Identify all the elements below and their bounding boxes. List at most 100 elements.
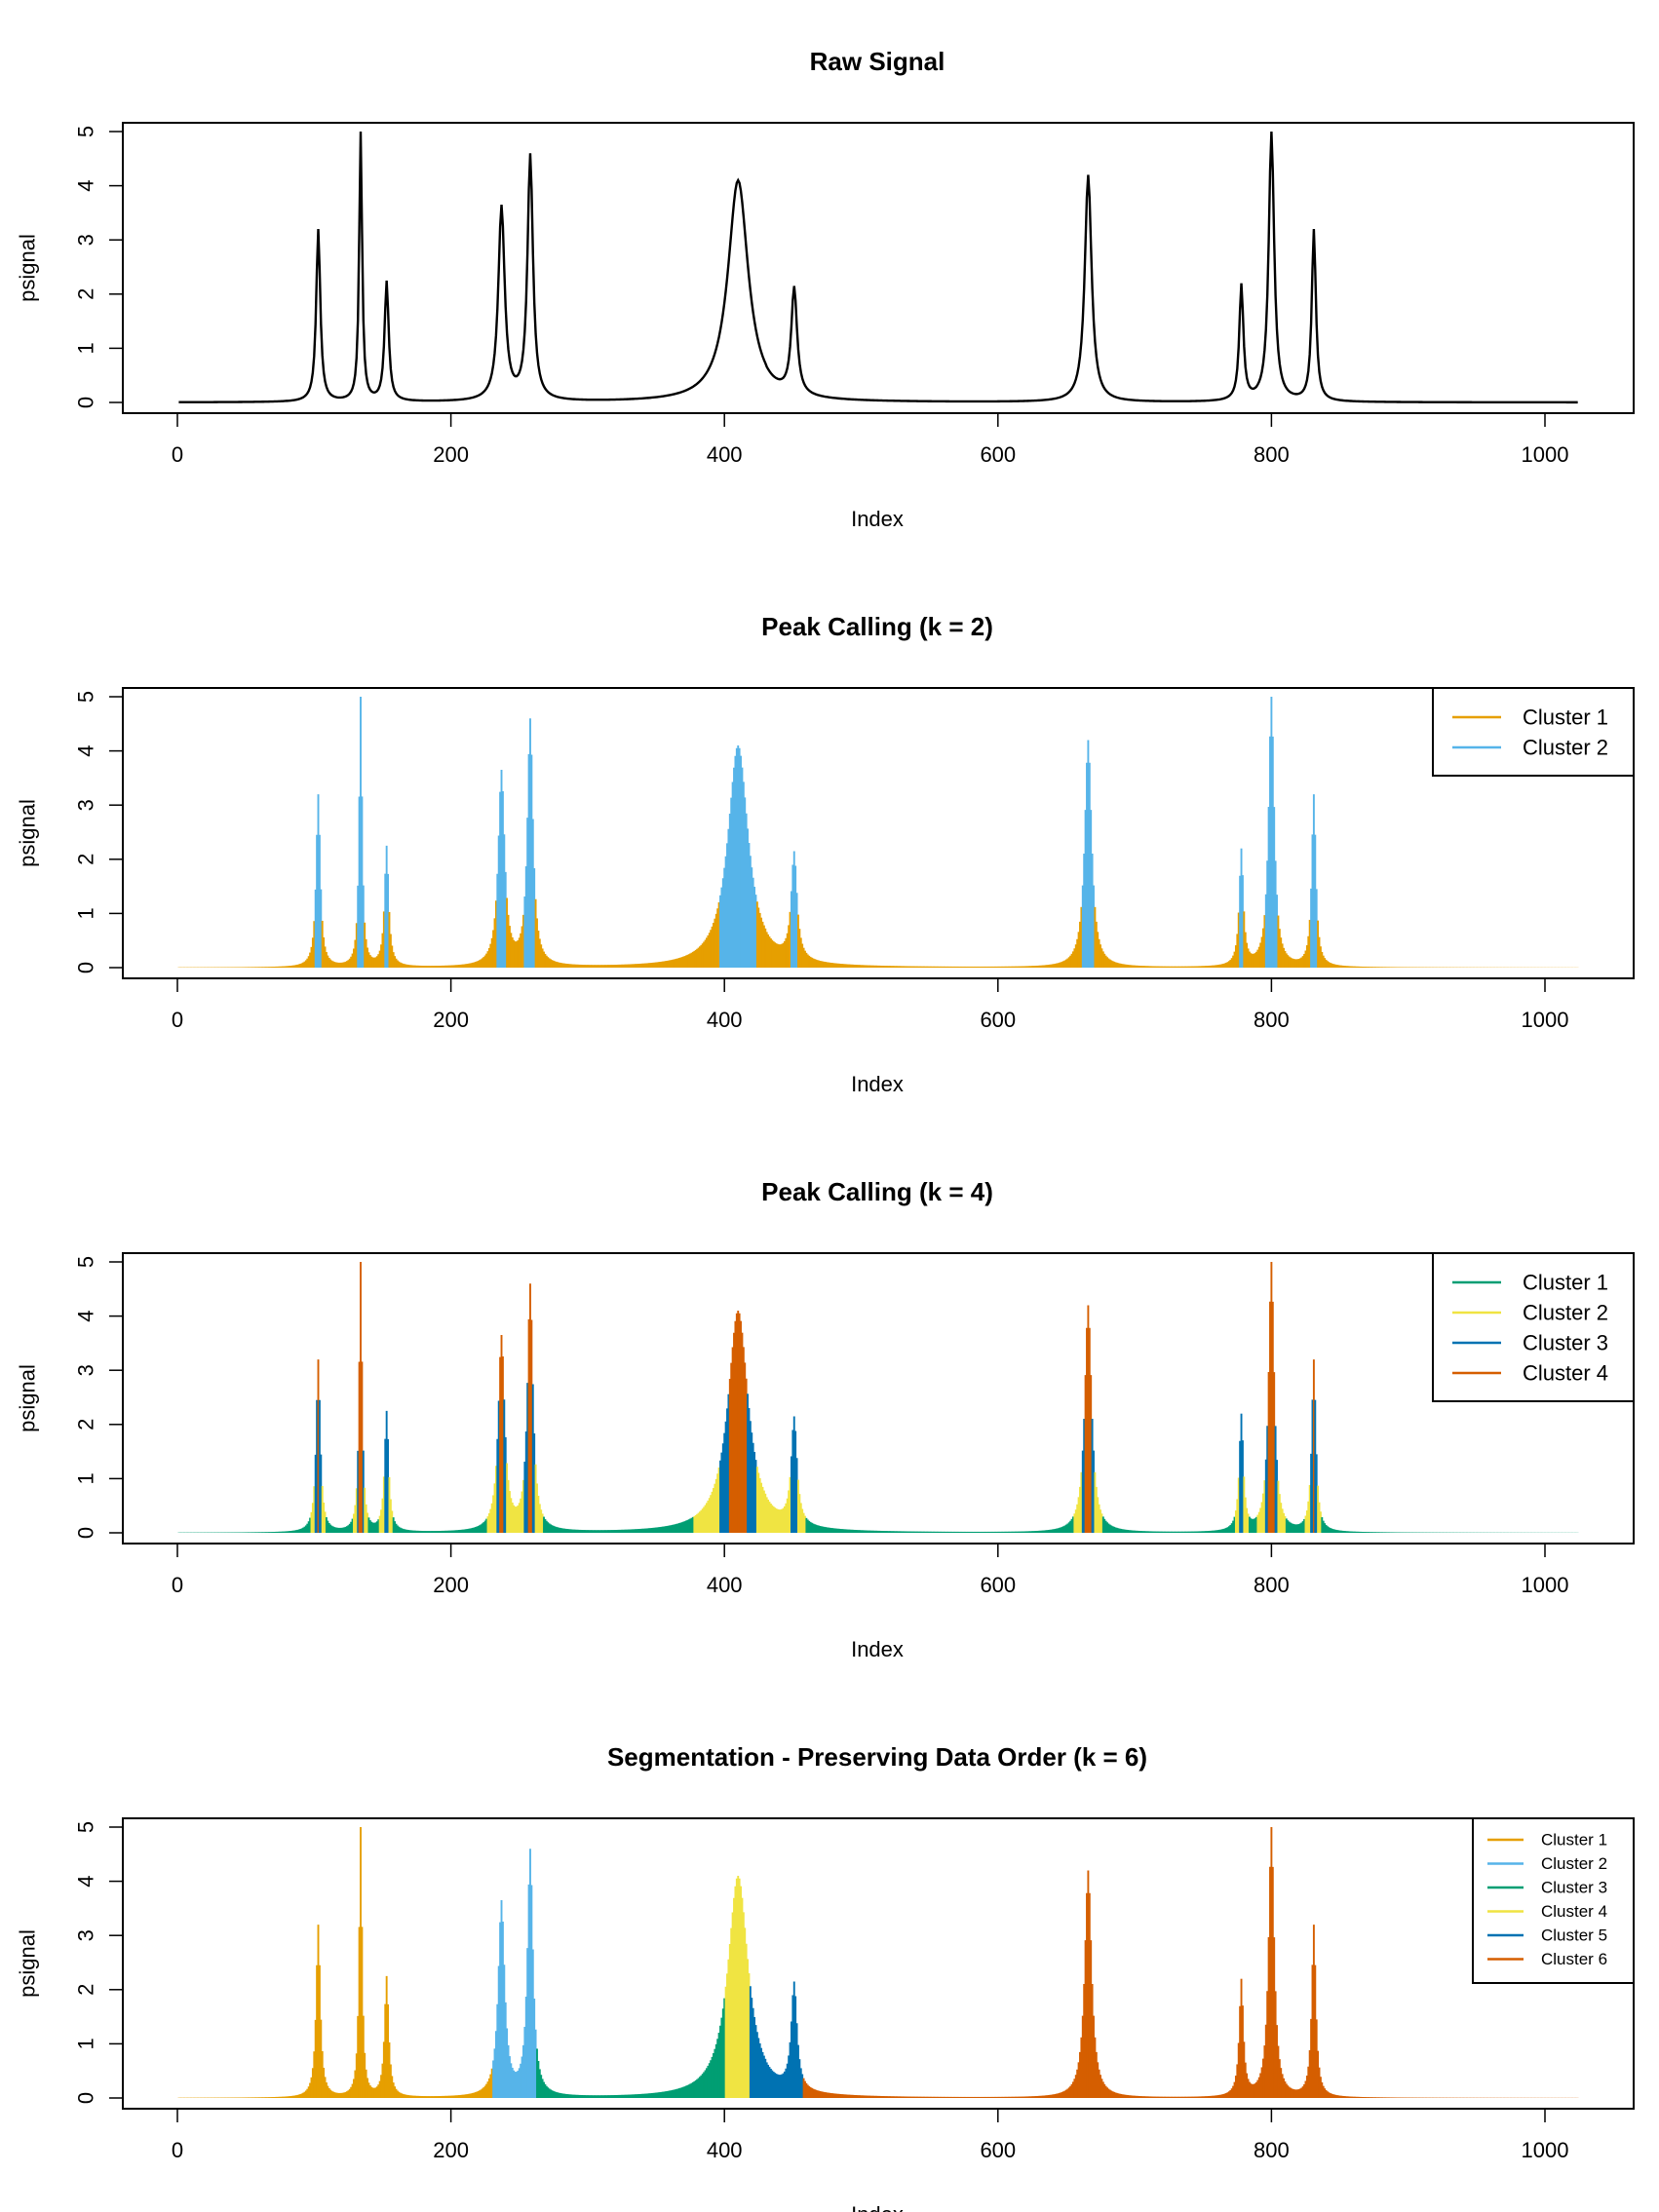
y-tick-label: 0 [74, 2092, 98, 2104]
legend-box [1432, 687, 1635, 777]
legend-item: Cluster 1 [1452, 1271, 1608, 1295]
signal-line [178, 131, 1578, 404]
plot-frame [122, 122, 1635, 414]
legend: Cluster 1 Cluster 2 [1432, 687, 1635, 777]
plot-frame [122, 1817, 1635, 2110]
x-tick-label: 400 [707, 442, 743, 467]
legend-item: Cluster 3 [1487, 1879, 1607, 1897]
legend-label: Cluster 2 [1541, 1854, 1607, 1873]
legend-label: Cluster 6 [1541, 1950, 1607, 1968]
x-tick-label: 1000 [1522, 442, 1569, 467]
y-tick-label: 1 [74, 907, 98, 919]
legend-box [1432, 1252, 1635, 1402]
x-tick-label: 0 [172, 1008, 183, 1032]
y-axis-label: psignal [16, 1929, 40, 1998]
plot-frame [122, 1252, 1635, 1545]
panel-3: Peak Calling (k = 4) 0 200 400 600 800 1000 Ind… [16, 1177, 1635, 1661]
chart-title: Segmentation - Preserving Data Order (k … [607, 1742, 1147, 1772]
x-tick-label: 0 [172, 2138, 183, 2162]
y-axis-label: psignal [16, 234, 40, 302]
x-tick-label: 0 [172, 442, 183, 467]
y-tick-label: 4 [74, 1875, 98, 1887]
legend-item: Cluster 2 [1452, 1301, 1608, 1325]
legend-label: Cluster 4 [1523, 1361, 1608, 1386]
legend-label: Cluster 1 [1523, 1271, 1608, 1295]
y-axis-label: psignal [16, 1364, 40, 1432]
legend-box [1472, 1817, 1635, 1984]
y-tick-label: 2 [74, 1419, 98, 1430]
y-tick-label: 1 [74, 1472, 98, 1484]
x-axis-label: Index [851, 1637, 904, 1661]
x-tick-label: 600 [980, 1008, 1016, 1032]
x-tick-label: 800 [1254, 1008, 1290, 1032]
x-tick-label: 1000 [1522, 2138, 1569, 2162]
y-tick-label: 5 [74, 1821, 98, 1833]
y-tick-label: 0 [74, 1527, 98, 1539]
y-tick-label: 1 [74, 342, 98, 354]
x-tick-label: 600 [980, 2138, 1016, 2162]
legend-label: Cluster 4 [1541, 1902, 1607, 1921]
legend-label: Cluster 2 [1523, 736, 1608, 760]
y-tick-label: 2 [74, 1984, 98, 1996]
plot-frame [122, 687, 1635, 979]
y-tick-label: 4 [74, 744, 98, 756]
legend-item: Cluster 2 [1487, 1854, 1607, 1873]
x-tick-label: 800 [1254, 442, 1290, 467]
y-tick-label: 3 [74, 1364, 98, 1376]
y-tick-label: 4 [74, 179, 98, 191]
panel-2: Peak Calling (k = 2) 0 200 400 600 800 1000 Ind… [16, 612, 1635, 1096]
x-axis-label: Index [851, 1072, 904, 1096]
x-tick-label: 400 [707, 1008, 743, 1032]
y-tick-label: 3 [74, 799, 98, 811]
y-tick-label: 1 [74, 2038, 98, 2049]
chart-title: Peak Calling (k = 2) [761, 612, 993, 641]
y-tick-label: 4 [74, 1310, 98, 1321]
y-tick-label: 3 [74, 234, 98, 246]
x-axis-label: Index [851, 2202, 904, 2212]
x-tick-label: 1000 [1522, 1008, 1569, 1032]
x-tick-label: 600 [980, 1573, 1016, 1597]
legend-item: Cluster 4 [1487, 1902, 1607, 1921]
legend-label: Cluster 2 [1523, 1301, 1608, 1325]
x-tick-label: 200 [433, 1008, 469, 1032]
x-tick-label: 800 [1254, 2138, 1290, 2162]
panel-1: Raw Signal 0 200 400 600 800 1000 Index 0 1 2 3 4 5 ps… [16, 47, 1635, 531]
legend-label: Cluster 3 [1523, 1331, 1608, 1355]
y-tick-label: 2 [74, 854, 98, 865]
data-marks [177, 1262, 1579, 1533]
data-marks [177, 1827, 1579, 2098]
data-marks [177, 697, 1579, 968]
y-tick-label: 5 [74, 126, 98, 137]
legend-item: Cluster 6 [1487, 1950, 1607, 1968]
legend-label: Cluster 3 [1541, 1879, 1607, 1897]
x-tick-label: 1000 [1522, 1573, 1569, 1597]
x-tick-label: 400 [707, 2138, 743, 2162]
y-tick-label: 0 [74, 962, 98, 973]
legend-item: Cluster 4 [1452, 1361, 1608, 1386]
legend-item: Cluster 2 [1452, 736, 1608, 760]
chart-title: Raw Signal [810, 47, 945, 76]
x-tick-label: 200 [433, 442, 469, 467]
legend-label: Cluster 1 [1541, 1831, 1607, 1850]
legend-label: Cluster 1 [1523, 706, 1608, 730]
legend-item: Cluster 5 [1487, 1926, 1607, 1945]
x-axis-label: Index [851, 507, 904, 531]
y-tick-label: 3 [74, 1929, 98, 1941]
legend: Cluster 1 Cluster 2 Cluster 3 Cluster 4 [1432, 1252, 1635, 1402]
legend-label: Cluster 5 [1541, 1926, 1607, 1945]
x-tick-label: 600 [980, 442, 1016, 467]
y-tick-label: 2 [74, 288, 98, 300]
legend-item: Cluster 1 [1452, 706, 1608, 730]
x-tick-label: 200 [433, 2138, 469, 2162]
legend: Cluster 1 Cluster 2 Cluster 3 Cluster 4 Clus… [1472, 1817, 1635, 1984]
x-tick-label: 200 [433, 1573, 469, 1597]
y-tick-label: 0 [74, 397, 98, 408]
x-tick-label: 800 [1254, 1573, 1290, 1597]
legend-item: Cluster 3 [1452, 1331, 1608, 1355]
data-marks [178, 131, 1578, 404]
y-tick-label: 5 [74, 1256, 98, 1268]
legend-item: Cluster 1 [1487, 1831, 1607, 1850]
x-tick-label: 400 [707, 1573, 743, 1597]
y-tick-label: 5 [74, 691, 98, 703]
